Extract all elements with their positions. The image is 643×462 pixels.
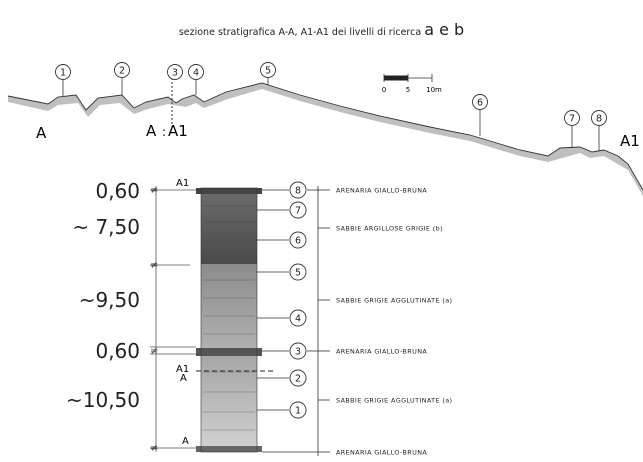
break-mark: ≠ xyxy=(150,443,158,454)
formation-brackets xyxy=(317,186,330,456)
layer-number-label: 5 xyxy=(295,268,301,279)
section-marker-a1-right: A1 xyxy=(620,132,640,150)
layer-number-6: 6 xyxy=(289,231,307,249)
section-marker-a1-center: A1 xyxy=(168,122,188,140)
point-label: 2 xyxy=(119,66,125,77)
scale-tick-10m: 10m xyxy=(426,86,442,94)
measurement-top: 0,60 xyxy=(95,179,140,203)
profile-point-8: 8 xyxy=(591,110,607,151)
column-marker-a-mid: A xyxy=(180,373,187,384)
measurement-sabbie-a-upper: ~9,50 xyxy=(79,288,140,312)
layer-arenaria-top xyxy=(196,188,262,194)
layer-number-label: 3 xyxy=(295,347,301,358)
profile-point-5: 5 xyxy=(260,62,276,85)
page-title: sezione stratigrafica A-A, A1-A1 dei liv… xyxy=(0,20,643,39)
layer-number-4: 4 xyxy=(289,309,307,327)
layer-number-label: 8 xyxy=(295,186,301,197)
point-label: 8 xyxy=(596,114,602,125)
point-label: 5 xyxy=(265,66,271,77)
measurement-arenaria-mid: 0,60 xyxy=(95,339,140,363)
layer-number-5: 5 xyxy=(289,263,307,281)
layer-arenaria-base xyxy=(196,446,262,452)
layer-number-7: 7 xyxy=(289,201,307,219)
formation-label: ARENARIA GIALLO-BRUNA xyxy=(336,348,427,356)
stratigraphic-column: ≠ ≠ ≠ ≠ 0,60 ~ 7,50 ~9,50 0,60 ~10,50 A1… xyxy=(66,178,452,457)
profile-point-3: 3 xyxy=(167,64,183,80)
layer-number-label: 2 xyxy=(295,374,301,385)
profile-point-6: 6 xyxy=(472,94,488,136)
column-marker-a-bottom: A xyxy=(182,436,189,447)
layer-arenaria-mid xyxy=(196,348,262,356)
terrain-profile: 1 2 3 4 5 6 7 xyxy=(7,62,643,196)
layer-number-label: 6 xyxy=(295,236,301,247)
point-label: 1 xyxy=(60,68,66,79)
formation-label: ARENARIA GIALLO-BRUNA xyxy=(336,449,427,457)
point-label: 6 xyxy=(477,98,483,109)
measurement-sabbie-a-lower: ~10,50 xyxy=(66,388,140,412)
profile-point-7: 7 xyxy=(564,110,580,148)
measurement-sabbie-b: ~ 7,50 xyxy=(72,215,140,239)
point-label: 4 xyxy=(193,68,199,79)
terrain-fill xyxy=(8,83,643,196)
column-marker-a1-top: A1 xyxy=(176,178,189,189)
layer-number-2: 2 xyxy=(289,369,307,387)
layer-number-3: 3 xyxy=(289,342,307,360)
terrain-surface-line xyxy=(7,82,643,191)
section-marker-a-center: A xyxy=(146,122,157,140)
break-mark: ≠ xyxy=(150,346,158,357)
layer-sabbie-argillose xyxy=(201,194,257,264)
scale-bar: 0 5 10m xyxy=(382,74,442,94)
profile-point-2: 2 xyxy=(114,62,130,95)
section-marker-a-left: A xyxy=(36,124,47,142)
point-label: 3 xyxy=(172,68,178,79)
break-mark: ≠ xyxy=(150,260,158,271)
layer-sabbie-agglutinate-lower xyxy=(201,356,257,446)
title-main: sezione stratigrafica A-A, A1-A1 dei liv… xyxy=(178,27,422,38)
profile-point-4: 4 xyxy=(188,64,204,95)
point-label: 7 xyxy=(569,114,575,125)
layer-number-label: 4 xyxy=(295,314,301,325)
scale-tick-5: 5 xyxy=(406,86,410,94)
layer-sabbie-agglutinate-upper xyxy=(201,264,257,348)
layer-number-label: 7 xyxy=(295,206,301,217)
break-mark: ≠ xyxy=(150,185,158,196)
formation-label: SABBIE GRIGIE AGGLUTINATE (a) xyxy=(336,297,452,305)
column-marker-a1-mid: A1 xyxy=(176,364,189,375)
formation-label: ARENARIA GIALLO-BRUNA xyxy=(336,187,427,195)
section-divider: : xyxy=(162,125,166,139)
layer-number-1: 1 xyxy=(289,401,307,419)
profile-point-1: 1 xyxy=(55,64,71,96)
layer-number-label: 1 xyxy=(295,406,301,417)
layer-number-8: 8 xyxy=(289,181,307,199)
formation-label: SABBIE GRIGIE AGGLUTINATE (a) xyxy=(336,397,452,405)
scale-tick-0: 0 xyxy=(382,86,386,94)
title-levels: a e b xyxy=(424,20,465,39)
formation-label: SABBIE ARGILLOSE GRIGIE (b) xyxy=(336,225,443,233)
